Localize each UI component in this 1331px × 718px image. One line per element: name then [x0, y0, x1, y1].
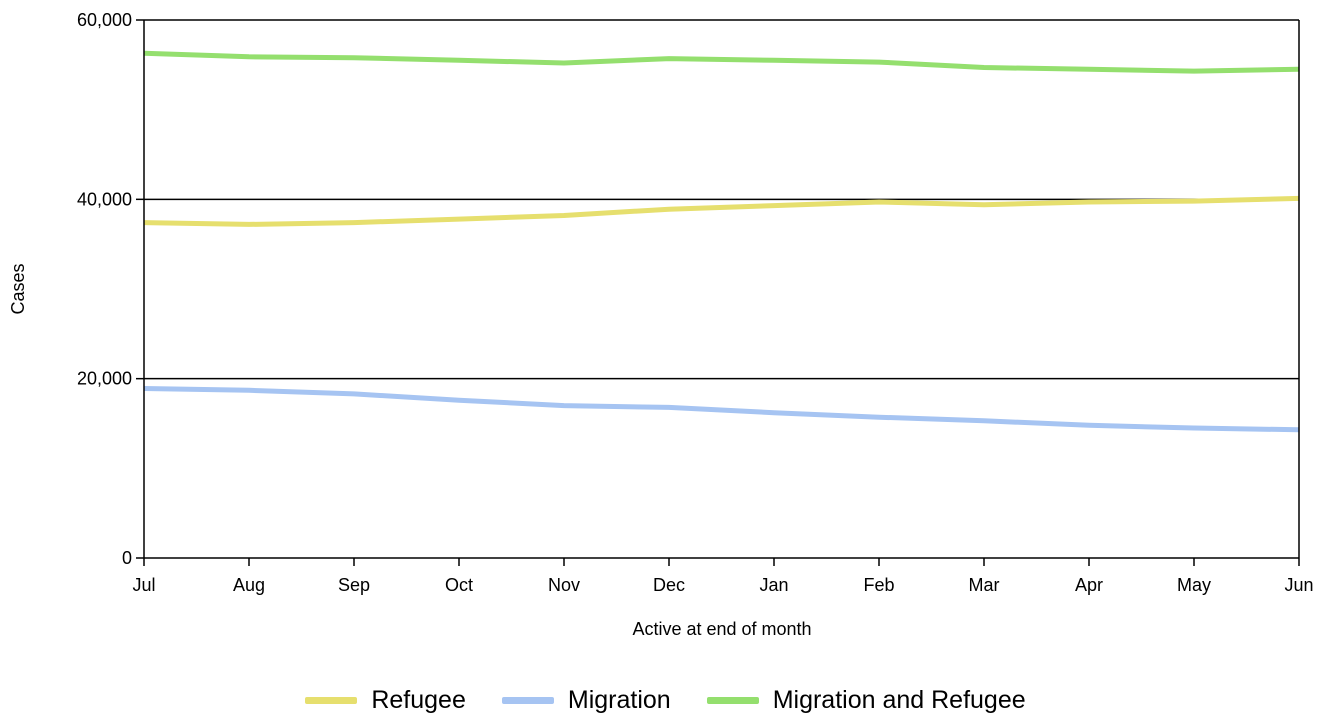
x-axis-title: Active at end of month [632, 619, 811, 639]
y-axis-ticks: 0 20,000 40,000 60,000 [77, 10, 144, 568]
y-tick-label: 60,000 [77, 10, 132, 30]
legend-swatch-migration [501, 696, 554, 704]
x-tick-label: May [1177, 575, 1211, 595]
axes [143, 20, 1300, 559]
series-lines [143, 50, 1300, 433]
x-tick-label: Oct [445, 575, 473, 595]
legend-label-migration-and-refugee: Migration and Refugee [772, 685, 1026, 714]
x-axis-ticks: Jul Aug Sep Oct Nov Dec Jan Feb Mar Apr May Jun [132, 558, 1314, 595]
legend: Refugee Migration Migration and Refugee [0, 682, 1331, 718]
series-line-refugee [143, 195, 1300, 227]
y-tick-label: 0 [122, 548, 132, 568]
x-tick-label: Dec [653, 575, 685, 595]
series-line-migration-and-refugee [143, 50, 1300, 74]
legend-item-migration-and-refugee: Migration and Refugee [706, 685, 1026, 715]
legend-label-migration: Migration [567, 685, 671, 714]
x-tick-label: Aug [233, 575, 265, 595]
legend-swatch-migration-and-refugee [706, 696, 759, 704]
legend-item-refugee: Refugee [305, 686, 466, 715]
x-tick-label: Jan [759, 575, 788, 595]
x-tick-label: Nov [548, 575, 580, 595]
y-tick-label: 20,000 [77, 369, 132, 389]
x-tick-label: Sep [338, 575, 370, 595]
gridlines [144, 19, 1299, 380]
x-tick-label: Apr [1075, 575, 1103, 595]
line-chart: 0 20,000 40,000 60,000 Jul Aug Sep Oct Nov Dec Ja… [8, 10, 1314, 639]
legend-label-refugee: Refugee [371, 685, 466, 714]
x-tick-label: Jun [1284, 575, 1313, 595]
x-tick-label: Jul [132, 575, 155, 595]
legend-item-migration: Migration [501, 685, 671, 715]
y-axis-title: Cases [8, 263, 28, 314]
x-tick-label: Feb [863, 575, 894, 595]
legend-swatch-refugee [305, 696, 358, 704]
y-tick-label: 40,000 [77, 189, 132, 209]
x-tick-label: Mar [969, 575, 1000, 595]
series-line-migration [143, 386, 1300, 433]
